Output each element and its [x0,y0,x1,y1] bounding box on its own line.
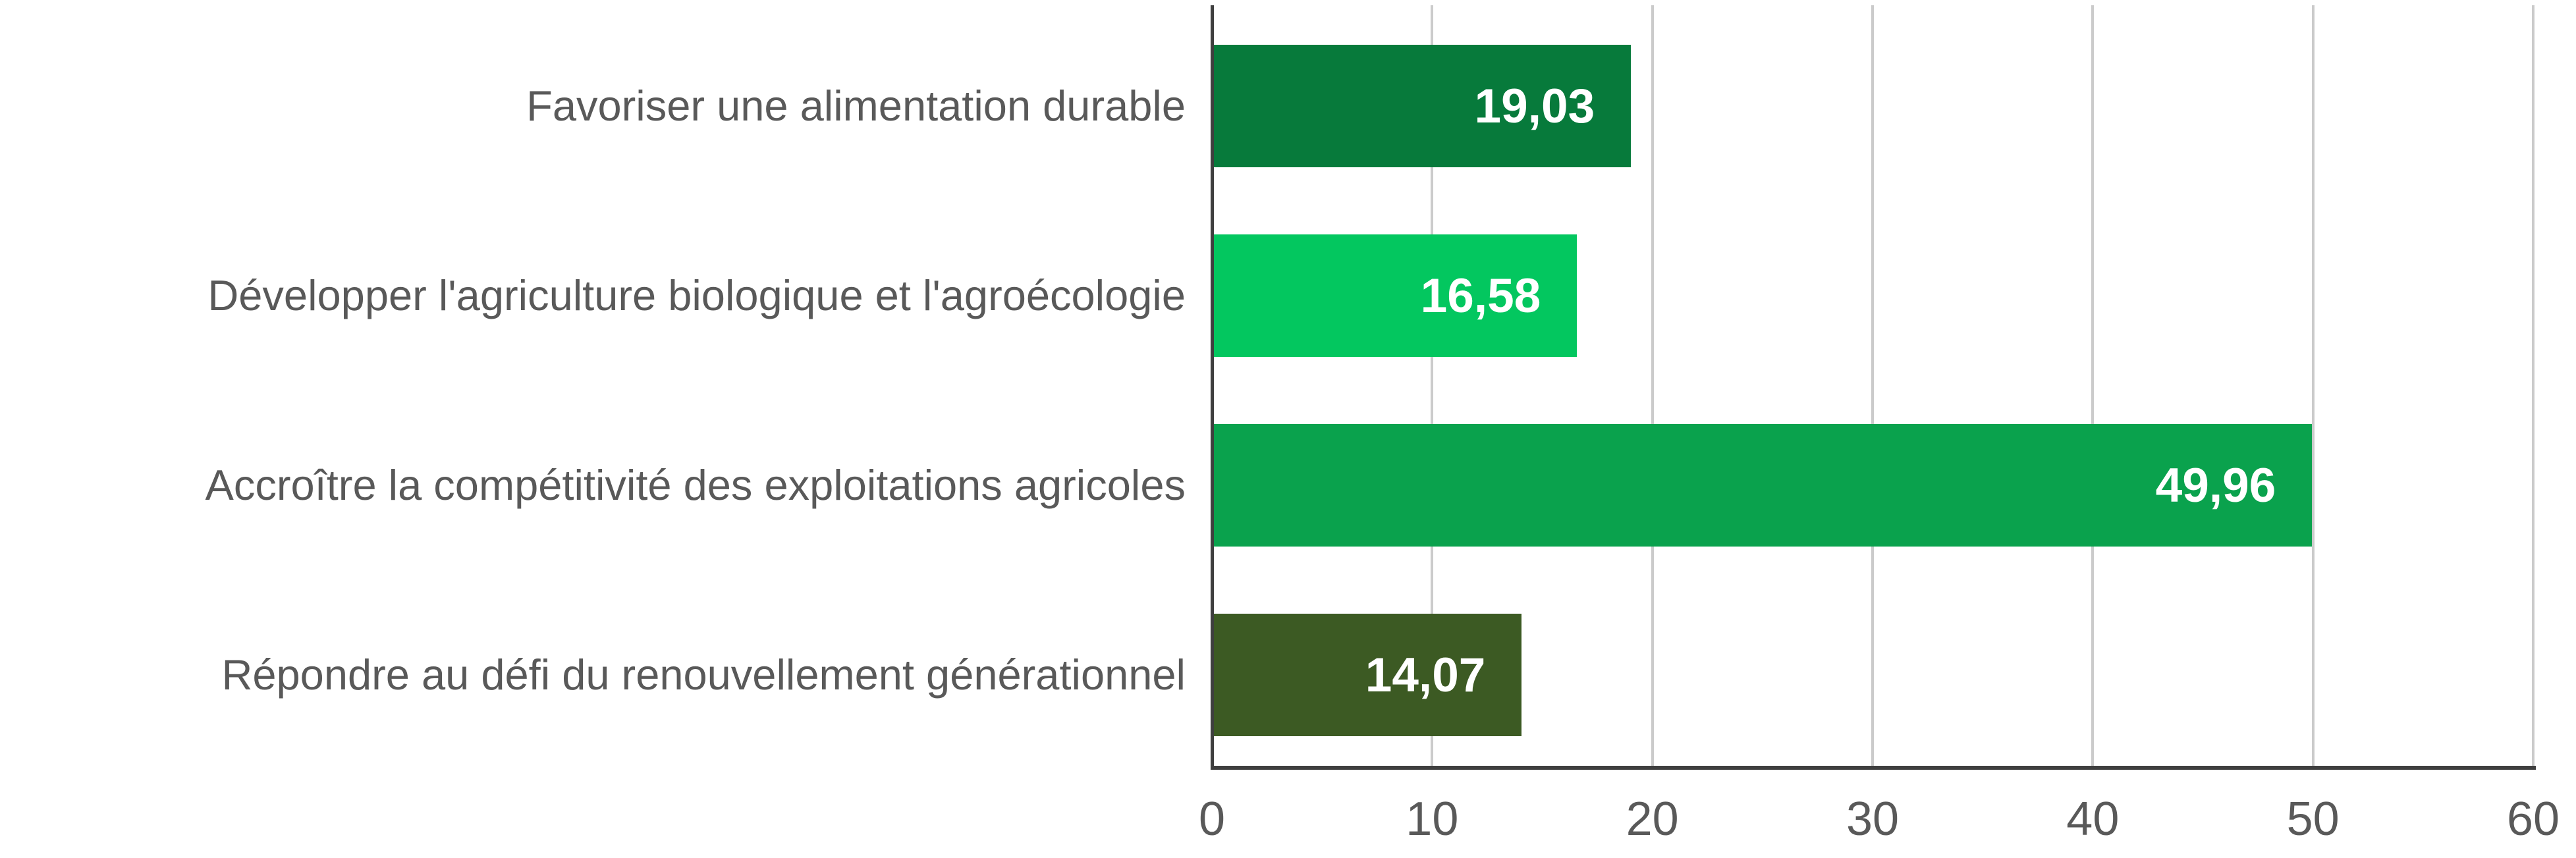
gridline [2532,5,2535,766]
bar-value-label: 49,96 [2155,458,2276,512]
bar[interactable]: 19,03 [1212,45,1631,167]
x-tick-label: 10 [1406,793,1459,845]
gridline [2091,5,2095,766]
x-tick-label: 20 [1626,793,1679,845]
x-tick-label: 0 [1198,793,1226,845]
gridline [1651,5,1654,766]
gridline [1431,5,1434,766]
x-tick-label: 60 [2506,793,2560,845]
gridline [1871,5,1874,766]
x-axis-line [1211,766,2536,770]
x-tick-label: 50 [2286,793,2340,845]
bar-value-label: 19,03 [1474,79,1595,133]
category-label: Répondre au défi du renouvellement génér… [221,651,1186,699]
category-label: Développer l'agriculture biologique et l… [207,271,1186,319]
gridline [2311,5,2315,766]
x-tick-label: 30 [1846,793,1900,845]
category-label: Favoriser une alimentation durable [526,82,1186,130]
bar[interactable]: 49,96 [1212,424,2313,547]
category-label: Accroître la compétitivité des exploitat… [205,461,1186,509]
y-axis-line [1211,5,1214,766]
bar[interactable]: 16,58 [1212,234,1577,357]
bar[interactable]: 14,07 [1212,614,1522,736]
x-tick-label: 40 [2066,793,2120,845]
bar-value-label: 16,58 [1420,269,1541,323]
bar-value-label: 14,07 [1365,648,1486,702]
